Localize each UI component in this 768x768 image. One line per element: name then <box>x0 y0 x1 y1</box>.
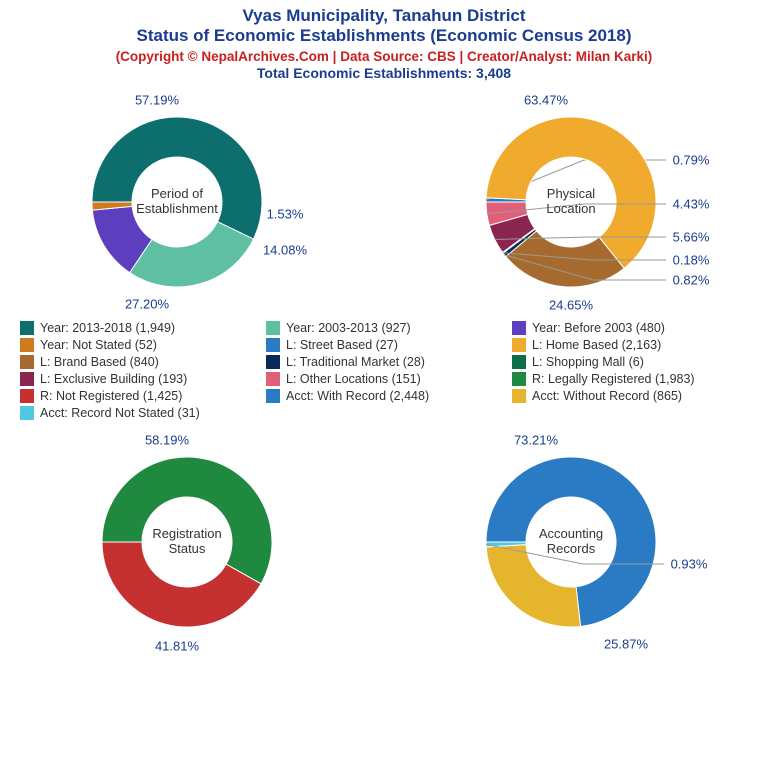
charts-top-row: 57.19% 27.20% 14.08% 1.53% Period ofEstablis… <box>0 87 768 317</box>
donut-center-label: Period ofEstablishment <box>136 187 218 217</box>
legend-label: L: Other Locations (151) <box>286 372 421 386</box>
legend-swatch <box>266 355 280 369</box>
donut-center-label: RegistrationStatus <box>152 527 221 557</box>
legend-label: R: Not Registered (1,425) <box>40 389 182 403</box>
pct-label: 0.82% <box>673 272 710 287</box>
legend-swatch <box>512 372 526 386</box>
donut-center-label: AccountingRecords <box>539 527 603 557</box>
title-line-2: Status of Economic Establishments (Econo… <box>10 26 758 46</box>
pct-label: 57.19% <box>135 92 179 107</box>
legend-item: L: Home Based (2,163) <box>512 338 748 352</box>
legend-label: Year: Before 2003 (480) <box>532 321 665 335</box>
pct-label: 24.65% <box>549 297 593 312</box>
charts-bottom-row: 58.19% 41.81% RegistrationStatus 73.21% 25.… <box>0 424 768 664</box>
legend-swatch <box>512 389 526 403</box>
legend-label: R: Legally Registered (1,983) <box>532 372 695 386</box>
legend-item: Year: 2003-2013 (927) <box>266 321 502 335</box>
legend-swatch <box>20 355 34 369</box>
legend-item: Year: 2013-2018 (1,949) <box>20 321 256 335</box>
legend-item: L: Other Locations (151) <box>266 372 502 386</box>
legend-item: Year: Before 2003 (480) <box>512 321 748 335</box>
legend-item: L: Brand Based (840) <box>20 355 256 369</box>
pct-label: 63.47% <box>524 92 568 107</box>
donut-center-label: PhysicalLocation <box>546 187 595 217</box>
copyright-line: (Copyright © NepalArchives.Com | Data So… <box>10 49 758 64</box>
legend-label: L: Brand Based (840) <box>40 355 159 369</box>
legend-label: Year: 2003-2013 (927) <box>286 321 411 335</box>
legend-item: Acct: With Record (2,448) <box>266 389 502 403</box>
title-line-1: Vyas Municipality, Tanahun District <box>10 6 758 26</box>
header: Vyas Municipality, Tanahun District Stat… <box>0 0 768 83</box>
pct-label: 0.18% <box>673 252 710 267</box>
legend-item: L: Exclusive Building (193) <box>20 372 256 386</box>
chart-accounting-records: 73.21% 25.87% 0.93% AccountingRecords <box>406 424 746 664</box>
legend-item: R: Not Registered (1,425) <box>20 389 256 403</box>
legend: Year: 2013-2018 (1,949) Year: 2003-2013 (… <box>20 321 748 420</box>
legend-swatch <box>20 406 34 420</box>
legend-label: L: Shopping Mall (6) <box>532 355 644 369</box>
pct-label: 4.43% <box>673 196 710 211</box>
legend-swatch <box>512 355 526 369</box>
pct-label: 5.66% <box>673 229 710 244</box>
pct-label: 58.19% <box>145 432 189 447</box>
legend-label: L: Exclusive Building (193) <box>40 372 187 386</box>
pct-label: 1.53% <box>267 206 304 221</box>
legend-swatch <box>266 321 280 335</box>
pct-label: 14.08% <box>263 242 307 257</box>
legend-item: L: Street Based (27) <box>266 338 502 352</box>
legend-label: Year: Not Stated (52) <box>40 338 157 352</box>
legend-swatch <box>512 321 526 335</box>
legend-item: L: Shopping Mall (6) <box>512 355 748 369</box>
pct-label: 0.79% <box>673 152 710 167</box>
legend-label: Acct: Without Record (865) <box>532 389 682 403</box>
legend-swatch <box>20 338 34 352</box>
legend-item: Year: Not Stated (52) <box>20 338 256 352</box>
legend-item: L: Traditional Market (28) <box>266 355 502 369</box>
pct-label: 27.20% <box>125 296 169 311</box>
legend-label: L: Street Based (27) <box>286 338 398 352</box>
legend-swatch <box>20 372 34 386</box>
pct-label: 25.87% <box>604 636 648 651</box>
legend-label: L: Traditional Market (28) <box>286 355 425 369</box>
legend-swatch <box>266 372 280 386</box>
chart-physical-location: 0.79% 63.47% 24.65% 0.82% 0.18% 5.66% 4.43% Phy… <box>406 87 746 317</box>
legend-item: Acct: Record Not Stated (31) <box>20 406 256 420</box>
legend-item: Acct: Without Record (865) <box>512 389 748 403</box>
pct-label: 0.93% <box>671 556 708 571</box>
legend-label: Year: 2013-2018 (1,949) <box>40 321 175 335</box>
total-line: Total Economic Establishments: 3,408 <box>10 65 758 81</box>
legend-swatch <box>512 338 526 352</box>
chart-period-of-establishment: 57.19% 27.20% 14.08% 1.53% Period ofEstablis… <box>22 87 362 317</box>
legend-swatch <box>266 389 280 403</box>
legend-swatch <box>20 389 34 403</box>
legend-label: L: Home Based (2,163) <box>532 338 661 352</box>
legend-label: Acct: With Record (2,448) <box>286 389 429 403</box>
donut-slice <box>486 544 580 626</box>
chart-registration-status: 58.19% 41.81% RegistrationStatus <box>22 424 362 664</box>
legend-swatch <box>266 338 280 352</box>
legend-swatch <box>20 321 34 335</box>
donut-slice <box>130 221 254 286</box>
legend-item: R: Legally Registered (1,983) <box>512 372 748 386</box>
legend-label: Acct: Record Not Stated (31) <box>40 406 200 420</box>
pct-label: 73.21% <box>514 432 558 447</box>
pct-label: 41.81% <box>155 638 199 653</box>
